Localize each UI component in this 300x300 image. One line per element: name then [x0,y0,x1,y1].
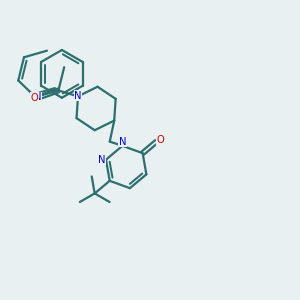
Text: N: N [74,91,82,101]
Text: N: N [34,92,41,102]
Text: O: O [157,136,164,146]
Text: N: N [119,137,126,147]
Text: N: N [98,154,106,165]
Text: O: O [31,93,38,103]
